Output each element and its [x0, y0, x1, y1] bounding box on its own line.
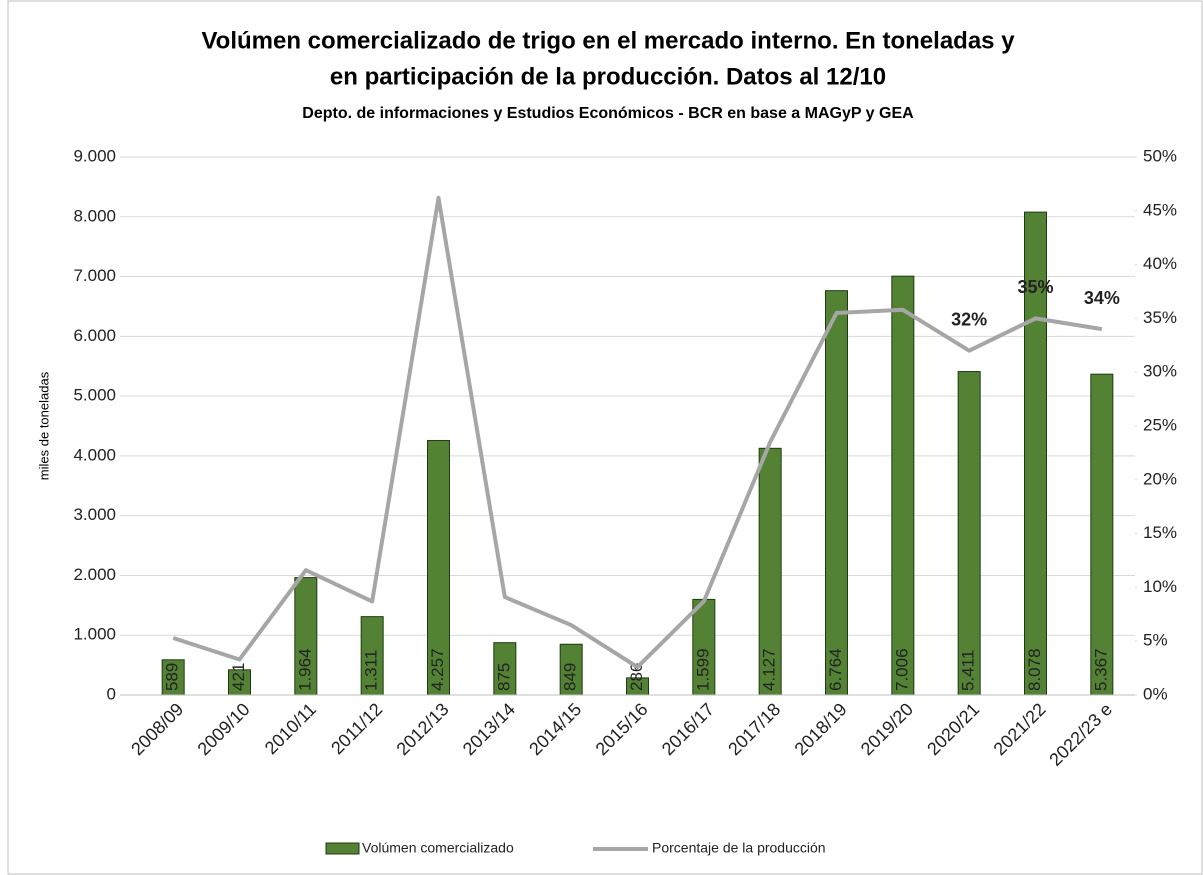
y2-tick-label: 5% [1143, 631, 1168, 650]
line-value-label: 34% [1084, 288, 1120, 308]
y-tick-label: 7.000 [73, 266, 116, 285]
y-tick-label: 4.000 [73, 445, 116, 464]
bar-value-label: 5.411 [959, 650, 978, 691]
y2-tick-label: 40% [1143, 254, 1177, 273]
bar-value-label: 849 [561, 663, 580, 691]
chart-title: Volúmen comercializado de trigo en el me… [201, 27, 1015, 54]
y-axis-title: miles de toneladas [36, 371, 51, 480]
line [172, 195, 1103, 670]
y-tick-label: 2.000 [73, 565, 116, 584]
y-tick-label: 1.000 [73, 625, 116, 644]
bar [1090, 373, 1114, 696]
bar-value-label: 6.764 [826, 648, 845, 691]
y2-tick-label: 15% [1143, 523, 1177, 542]
y2-tick-label: 0% [1143, 684, 1168, 703]
bar-value-label: 8.078 [1025, 648, 1044, 691]
y-tick-label: 0 [107, 684, 116, 703]
chart-title: en participación de la producción. Datos… [330, 63, 886, 90]
y-tick-label: 3.000 [73, 505, 116, 524]
bar [891, 275, 915, 696]
y2-tick-label: 10% [1143, 577, 1177, 596]
y-tick-label: 9.000 [73, 146, 116, 165]
y2-tick-label: 20% [1143, 469, 1177, 488]
bar-value-label: 1.964 [295, 648, 314, 691]
bar-value-label: 875 [494, 663, 513, 691]
y-tick-label: 8.000 [73, 206, 116, 225]
y-tick-label: 6.000 [73, 326, 116, 345]
bar-value-label: 5.367 [1091, 648, 1110, 691]
bar-value-label: 1.311 [362, 650, 381, 691]
y2-tick-label: 45% [1143, 200, 1177, 219]
line-value-label: 35% [1017, 277, 1053, 297]
chart-subtitle: Depto. de informaciones y Estudios Econó… [302, 105, 914, 122]
y-tick-label: 5.000 [73, 386, 116, 405]
legend-label: Volúmen comercializado [362, 840, 514, 856]
bar-value-label: 4.257 [428, 648, 447, 691]
bar [825, 290, 848, 696]
y2-tick-label: 35% [1143, 308, 1177, 327]
bar-value-label: 7.006 [892, 648, 911, 691]
y2-tick-label: 25% [1143, 415, 1177, 434]
bar-value-label: 421 [229, 663, 248, 691]
bar [957, 371, 981, 696]
bar-value-label: 286 [627, 663, 646, 691]
chart-border [7, 0, 1203, 875]
legend-swatch [325, 842, 360, 855]
y2-tick-label: 50% [1143, 146, 1177, 165]
line-value-label: 32% [951, 309, 987, 329]
bar-value-label: 589 [163, 663, 182, 691]
bar-value-label: 1.599 [693, 648, 712, 691]
y2-tick-label: 30% [1143, 362, 1177, 381]
bar-value-label: 4.127 [760, 648, 779, 691]
legend-label: Porcentaje de la producción [652, 840, 826, 856]
